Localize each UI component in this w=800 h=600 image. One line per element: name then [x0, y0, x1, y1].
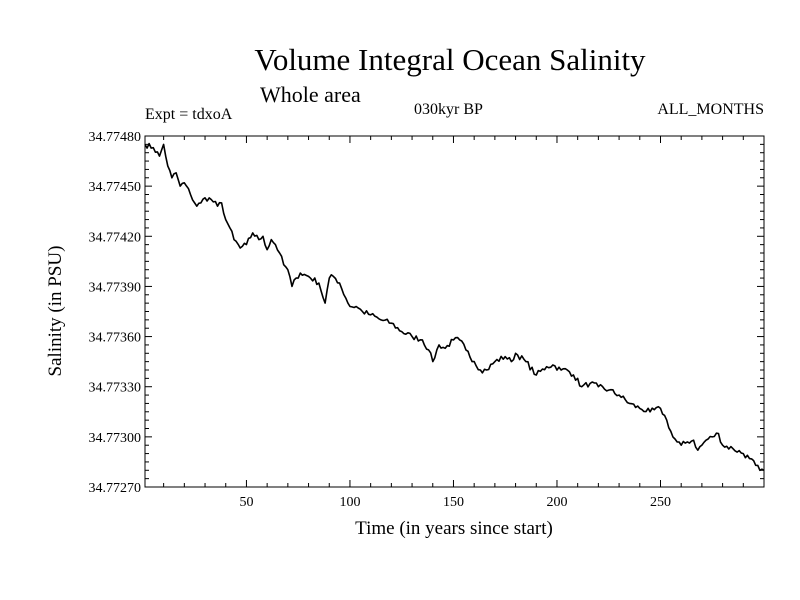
x-axis-ticks: 50 100 150 200 250: [163, 136, 765, 510]
y-axis-label: Salinity (in PSU): [45, 246, 66, 377]
y-tick-label: 34.77390: [89, 280, 142, 295]
period-label: 030kyr BP: [414, 101, 483, 118]
x-tick-label: 200: [546, 495, 567, 510]
y-tick-label: 34.77270: [89, 481, 142, 496]
y-tick-label: 34.77360: [89, 331, 142, 346]
y-tick-label: 34.77330: [89, 381, 142, 396]
y-tick-label: 34.77480: [89, 130, 142, 145]
x-tick-label: 100: [339, 495, 360, 510]
experiment-label: Expt = tdxoA: [145, 106, 233, 123]
y-tick-label: 34.77420: [89, 230, 142, 245]
x-tick-label: 150: [443, 495, 464, 510]
chart-title: Volume Integral Ocean Salinity: [254, 42, 646, 77]
x-tick-label: 250: [650, 495, 671, 510]
series-line-salinity: [144, 142, 765, 472]
x-tick-label: 50: [239, 495, 253, 510]
chart-subtitle: Whole area: [260, 82, 361, 107]
months-label: ALL_MONTHS: [657, 101, 764, 118]
series-layer: [144, 142, 765, 472]
x-axis-label: Time (in years since start): [355, 518, 553, 539]
y-tick-label: 34.77300: [89, 431, 142, 446]
y-axis-ticks: 34.77270 34.77300 34.77330 34.77360 34.77390…: [89, 130, 764, 496]
y-tick-label: 34.77450: [89, 180, 142, 195]
